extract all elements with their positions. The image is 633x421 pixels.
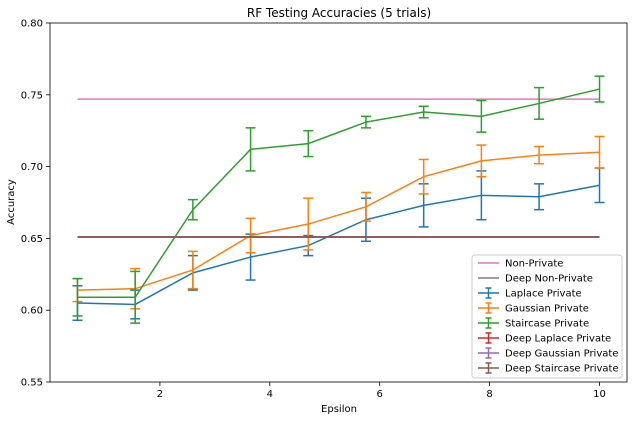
legend-label-6: Deep Gaussian Private	[505, 349, 618, 360]
x-tick-label-4: 10	[593, 389, 606, 400]
legend: Non-Private Deep Non-Private Laplace Priva…	[471, 254, 623, 379]
y-tick-label-4: 0.75	[21, 90, 43, 101]
x-tick-label-2: 6	[377, 389, 383, 400]
x-axis-label: Epsilon	[321, 404, 357, 415]
x-tick-label-3: 8	[486, 389, 492, 400]
plot-area	[72, 75, 605, 324]
x-tick-label-0: 2	[157, 389, 163, 400]
legend-label-3: Gaussian Private	[505, 304, 589, 315]
series-line-3	[77, 151, 600, 291]
legend-label-7: Deep Staircase Private	[505, 364, 619, 375]
y-tick-label-0: 0.55	[21, 378, 43, 389]
legend-label-4: Staircase Private	[505, 319, 589, 330]
y-axis-label: Accuracy	[6, 179, 17, 225]
axes: 2 4 6 8 10 0.55 0.60 0.65 0.70 0.75 0.80	[21, 19, 628, 400]
legend-label-5: Deep Laplace Private	[505, 334, 611, 345]
chart-title: RF Testing Accuracies (5 trials)	[247, 6, 431, 20]
y-tick-label-5: 0.80	[21, 19, 43, 30]
y-tick-label-2: 0.65	[21, 234, 43, 245]
legend-frame	[471, 254, 623, 379]
legend-label-1: Deep Non-Private	[505, 274, 593, 285]
y-tick-label-1: 0.60	[21, 306, 43, 317]
axes-frame	[49, 22, 628, 383]
series-line-2	[77, 184, 600, 306]
series-line-4	[77, 88, 600, 299]
y-tick-label-3: 0.70	[21, 162, 43, 173]
x-tick-label-1: 4	[267, 389, 273, 400]
legend-label-2: Laplace Private	[505, 289, 582, 300]
legend-label-0: Non-Private	[505, 259, 563, 270]
